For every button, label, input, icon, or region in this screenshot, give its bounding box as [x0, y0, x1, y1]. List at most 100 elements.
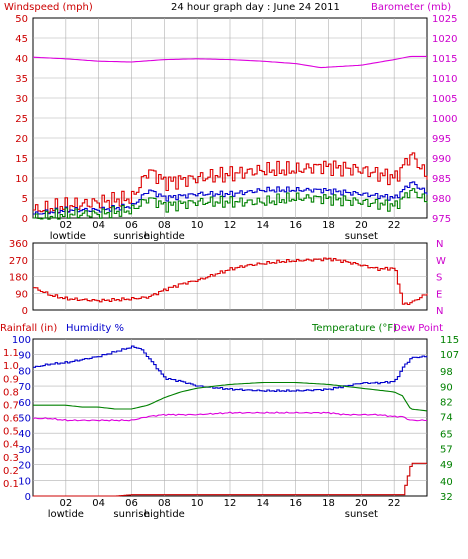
temperature-tick-label: 107: [440, 350, 459, 361]
wind-tick-label: 45: [15, 34, 28, 45]
hour-tick-label: 20: [355, 498, 368, 509]
compass-tick-label: N: [436, 306, 443, 317]
event-label-sunrise: sunrise: [113, 509, 149, 520]
hour-tick-label: 22: [388, 498, 401, 509]
hour-tick-label: 04: [92, 220, 105, 231]
wind-gust-line: [33, 152, 428, 214]
rainfall-tick-label: 0.6: [3, 414, 19, 425]
direction-tick-label: 180: [9, 273, 28, 284]
hour-tick-label: 02: [59, 220, 72, 231]
hour-tick-label: 22: [388, 220, 401, 231]
rainfall-tick-label: 1.0: [3, 361, 19, 372]
event-label-hightide: hightide: [144, 231, 185, 242]
temperature-tick-label: 49: [440, 460, 453, 471]
barometer-tick-label: 1000: [432, 114, 457, 125]
wind-direction-line: [33, 257, 428, 306]
temperature-tick-label: 115: [440, 335, 459, 346]
rainfall-tick-label: 0.3: [3, 453, 19, 464]
wind-tick-label: 25: [15, 114, 28, 125]
wind-tick-label: 50: [15, 14, 28, 25]
hour-tick-label: 06: [125, 498, 138, 509]
temperature-tick-label: 65: [440, 430, 453, 441]
hour-tick-label: 10: [191, 220, 204, 231]
event-label-sunset: sunset: [345, 509, 378, 520]
humidity-tick-label: 30: [18, 445, 31, 456]
event-label-sunrise: sunrise: [113, 231, 149, 242]
barometer-tick-label: 1020: [432, 34, 457, 45]
humidity-tick-label: 60: [18, 398, 31, 409]
chart-title: 24 hour graph day : June 24 2011: [171, 2, 340, 13]
barometer-tick-label: 1010: [432, 74, 457, 85]
wind-speed-line: [33, 188, 428, 220]
rainfall-tick-label: 0.4: [3, 440, 19, 451]
event-label-lowtide: lowtide: [50, 231, 86, 242]
humidity-tick-label: 0: [25, 492, 31, 503]
humidity-axis-title: Humidity %: [66, 323, 124, 334]
humidity-tick-label: 90: [18, 351, 31, 362]
barometer-tick-label: 995: [432, 134, 451, 145]
wind-average-line: [33, 181, 428, 215]
direction-tick-label: 360: [9, 239, 28, 250]
barometer-tick-label: 1005: [432, 94, 457, 105]
humidity-tick-label: 50: [18, 414, 31, 425]
temperature-line: [33, 381, 428, 412]
event-label-lowtide: lowtide: [48, 509, 84, 520]
rainfall-tick-label: 0.2: [3, 466, 19, 477]
hour-tick-label: 14: [256, 220, 269, 231]
wind-tick-label: 10: [15, 174, 28, 185]
wind-tick-label: 15: [15, 154, 28, 165]
humidity-line: [33, 345, 428, 392]
hour-tick-label: 06: [125, 220, 138, 231]
humidity-tick-label: 10: [18, 476, 31, 487]
dewpoint-axis-title: Dew Point: [393, 323, 443, 334]
humidity-tick-label: 40: [18, 429, 31, 440]
temperature-tick-label: 74: [440, 413, 453, 424]
temperature-axis-title: Temperature (°F): [311, 323, 397, 334]
direction-tick-label: 0: [22, 306, 28, 317]
hour-tick-label: 10: [191, 498, 204, 509]
barometer-tick-label: 1025: [432, 14, 457, 25]
temperature-tick-label: 32: [440, 492, 453, 503]
temperature-tick-label: 40: [440, 477, 453, 488]
hour-tick-label: 18: [322, 498, 335, 509]
direction-tick-label: 90: [15, 289, 28, 300]
barometer-tick-label: 980: [432, 194, 451, 205]
hour-tick-label: 16: [289, 498, 302, 509]
compass-tick-label: N: [436, 239, 443, 250]
wind-tick-label: 5: [22, 194, 28, 205]
barometer-tick-label: 975: [432, 214, 451, 225]
hour-tick-label: 16: [289, 220, 302, 231]
hour-tick-label: 12: [224, 498, 237, 509]
rainfall-tick-label: 0.9: [3, 374, 19, 385]
humidity-tick-label: 100: [12, 335, 31, 346]
direction-tick-label: 270: [9, 256, 28, 267]
event-label-sunset: sunset: [345, 231, 378, 242]
compass-tick-label: E: [436, 289, 442, 300]
hour-tick-label: 18: [322, 220, 335, 231]
rainfall-tick-label: 0.5: [3, 427, 19, 438]
rainfall-line: [33, 462, 427, 497]
hour-tick-label: 08: [158, 220, 171, 231]
wind-tick-label: 20: [15, 134, 28, 145]
wind-tick-label: 30: [15, 94, 28, 105]
humidity-tick-label: 80: [18, 366, 31, 377]
temperature-tick-label: 98: [440, 367, 453, 378]
barometer-tick-label: 985: [432, 174, 451, 185]
hour-tick-label: 04: [92, 498, 105, 509]
wind-tick-label: 0: [22, 214, 28, 225]
rainfall-tick-label: 0.1: [3, 479, 19, 490]
event-label-hightide: hightide: [144, 509, 185, 520]
barometer-axis-title: Barometer (mb): [371, 2, 451, 13]
wind-tick-label: 40: [15, 54, 28, 65]
temperature-tick-label: 82: [440, 397, 453, 408]
barometer-tick-label: 990: [432, 154, 451, 165]
barometer-line: [32, 55, 427, 69]
hour-tick-label: 20: [355, 220, 368, 231]
hour-tick-label: 12: [224, 220, 237, 231]
wind-tick-label: 35: [15, 74, 28, 85]
hour-tick-label: 08: [158, 498, 171, 509]
compass-tick-label: S: [436, 273, 442, 284]
temperature-tick-label: 57: [440, 445, 453, 456]
